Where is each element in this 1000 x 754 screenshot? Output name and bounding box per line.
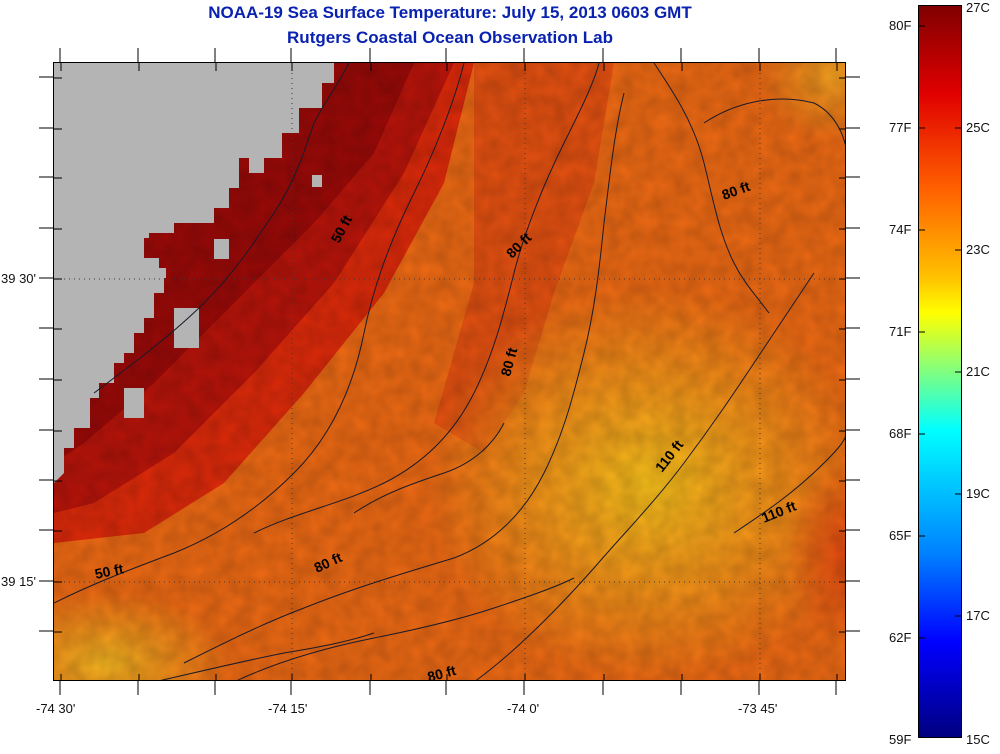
x-tick-label: -73 45' bbox=[738, 701, 778, 716]
colorbar-c-label: 21C bbox=[966, 364, 990, 379]
x-tick-label: -74 15' bbox=[268, 701, 308, 716]
colorbar-gradient bbox=[919, 6, 961, 737]
temperature-colorbar bbox=[918, 5, 962, 738]
land-island bbox=[312, 175, 322, 187]
colorbar-c-label: 19C bbox=[966, 486, 990, 501]
y-tick-label: 39 30' bbox=[1, 271, 37, 286]
outer-ticks bbox=[39, 48, 860, 695]
colorbar-f-label: 71F bbox=[889, 324, 912, 339]
colorbar-c-label: 25C bbox=[966, 120, 990, 135]
contour-80ft-d bbox=[237, 577, 575, 680]
land-island bbox=[214, 239, 229, 259]
y-tick-label: 39 15' bbox=[1, 574, 37, 589]
colorbar-f-label: 68F bbox=[889, 426, 912, 441]
contour-50ft-a bbox=[54, 63, 465, 604]
land-mass bbox=[54, 63, 334, 483]
colorbar-f-label: 74F bbox=[889, 222, 912, 237]
contour-label: 50 ft bbox=[93, 560, 125, 582]
contour-110ft-a bbox=[475, 272, 815, 680]
contour-80ft-a bbox=[183, 92, 625, 664]
contour-misc bbox=[353, 422, 505, 514]
map-ticks bbox=[54, 63, 845, 680]
colorbar-c-label: 17C bbox=[966, 608, 990, 623]
contour-label: 80 ft bbox=[426, 662, 458, 681]
contour-80ft-b bbox=[253, 63, 600, 534]
colorbar-f-label: 77F bbox=[889, 120, 912, 135]
map-subtitle: Rutgers Coastal Ocean Observation Lab bbox=[287, 28, 613, 47]
x-tick-label: -74 0' bbox=[507, 701, 540, 716]
colorbar-c-label: 27C bbox=[966, 0, 990, 15]
map-title: NOAA-19 Sea Surface Temperature: July 15… bbox=[208, 3, 692, 22]
graticule bbox=[54, 63, 845, 680]
bathymetry-contours bbox=[54, 63, 845, 680]
colorbar-c-label: 15C bbox=[966, 732, 990, 747]
colorbar-f-label: 65F bbox=[889, 528, 912, 543]
land-island bbox=[174, 308, 199, 348]
contour-label: 80 ft bbox=[497, 346, 520, 378]
contour-50ft-b bbox=[93, 63, 350, 394]
colorbar-f-label: 80F bbox=[889, 18, 912, 33]
x-tick-label: -74 30' bbox=[36, 701, 76, 716]
contour-80ft-c bbox=[653, 63, 770, 314]
land-island bbox=[124, 388, 144, 418]
contour-misc bbox=[160, 632, 375, 680]
colorbar-f-label: 59F bbox=[889, 732, 912, 747]
colorbar-f-label: 62F bbox=[889, 630, 912, 645]
land-island bbox=[307, 75, 317, 87]
contour-110ft-b bbox=[733, 436, 845, 534]
sst-map-canvas: 50 ft 50 ft 80 ft 80 ft 80 ft 80 ft 80 f… bbox=[54, 63, 845, 681]
sst-map: 50 ft 50 ft 80 ft 80 ft 80 ft 80 ft 80 f… bbox=[53, 62, 846, 681]
colorbar-c-label: 23C bbox=[966, 242, 990, 257]
contour-misc bbox=[703, 98, 845, 146]
